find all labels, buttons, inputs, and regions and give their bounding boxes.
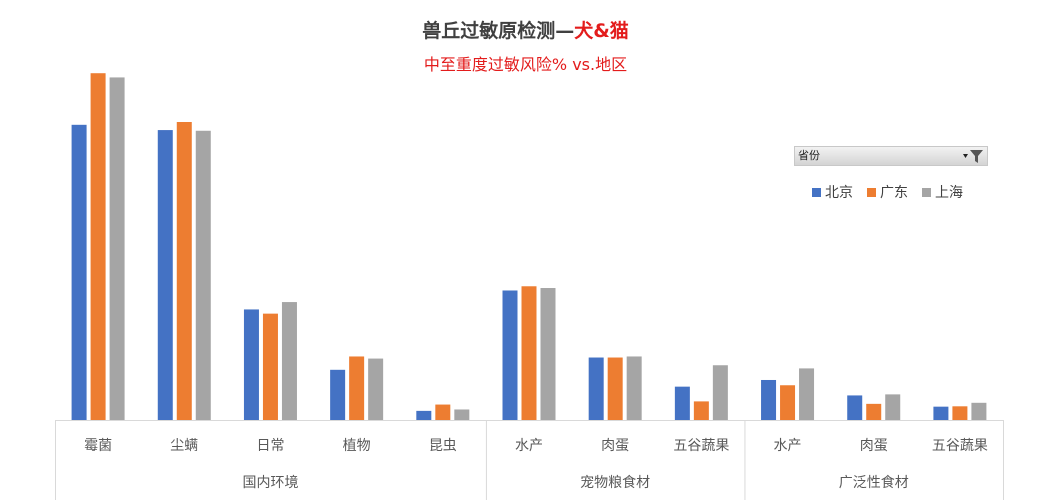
- category-tick-label: 尘螨: [170, 438, 198, 454]
- bar-北京: [71, 124, 87, 421]
- bar-上海: [281, 302, 297, 420]
- bar-上海: [626, 356, 642, 420]
- bar-广东: [607, 357, 623, 420]
- bar-北京: [330, 369, 346, 420]
- province-filter-button[interactable]: 省份: [794, 146, 988, 166]
- bar-上海: [971, 402, 987, 420]
- bar-广东: [866, 403, 882, 420]
- legend-label: 广东: [880, 185, 908, 201]
- bar-广东: [780, 385, 796, 420]
- chart-title: 兽丘过敏原检测—犬&猫: [0, 16, 1051, 43]
- category-tick-label: 水产: [515, 438, 543, 454]
- bar-广东: [349, 356, 365, 420]
- bar-北京: [416, 410, 432, 420]
- bar-北京: [847, 395, 863, 420]
- group-label: 宠物粮食材: [580, 474, 650, 491]
- chart-legend: 北京 广东 上海: [812, 182, 963, 202]
- legend-item: 上海: [922, 182, 963, 202]
- bar-上海: [799, 368, 815, 420]
- bar-上海: [885, 394, 901, 420]
- legend-swatch: [812, 187, 821, 197]
- bar-北京: [761, 379, 777, 420]
- legend-label: 北京: [825, 185, 853, 201]
- bar-广东: [693, 401, 709, 420]
- province-filter-label: 省份: [798, 149, 820, 162]
- chart-title-accent: 犬&猫: [574, 20, 629, 42]
- bar-北京: [502, 290, 518, 420]
- bar-广东: [952, 406, 968, 420]
- bar-上海: [368, 358, 384, 420]
- legend-swatch: [922, 187, 931, 197]
- category-tick-label: 五谷蔬果: [673, 438, 729, 454]
- bar-北京: [933, 406, 949, 420]
- category-tick-label: 霉菌: [84, 438, 112, 454]
- category-tick-label: 五谷蔬果: [932, 438, 988, 454]
- bar-北京: [588, 357, 604, 420]
- category-tick-label: 水产: [774, 438, 802, 454]
- bar-上海: [109, 77, 125, 420]
- category-tick-label: 肉蛋: [860, 438, 888, 454]
- bar-广东: [90, 73, 106, 420]
- chart-title-main: 兽丘过敏原检测—: [422, 20, 575, 42]
- legend-item: 广东: [867, 182, 908, 202]
- category-tick-label: 肉蛋: [601, 438, 629, 454]
- bar-上海: [454, 409, 470, 420]
- group-label: 广泛性食材: [839, 474, 909, 491]
- chart-subtitle: 中至重度过敏风险% vs.地区: [423, 55, 628, 74]
- bar-广东: [176, 122, 192, 420]
- category-tick-label: 植物: [343, 438, 371, 454]
- bar-北京: [243, 309, 259, 420]
- legend-label: 上海: [935, 185, 963, 201]
- dropdown-arrow-icon: [963, 154, 968, 158]
- bar-上海: [540, 288, 556, 420]
- bar-北京: [157, 130, 173, 420]
- category-tick-label: 日常: [256, 438, 284, 454]
- group-label: 国内环境: [242, 475, 298, 491]
- legend-swatch: [867, 187, 876, 197]
- filter-icon: [970, 149, 983, 163]
- legend-item: 北京: [812, 182, 853, 202]
- bar-广东: [262, 313, 278, 420]
- bar-北京: [674, 386, 690, 420]
- bar-上海: [712, 365, 728, 420]
- bar-上海: [195, 130, 211, 420]
- bar-广东: [521, 286, 537, 420]
- category-tick-label: 昆虫: [429, 438, 457, 454]
- bar-广东: [435, 404, 451, 420]
